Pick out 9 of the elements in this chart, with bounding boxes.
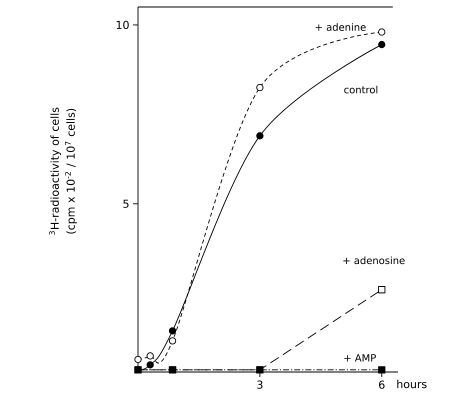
x-tick-label: 6 (379, 380, 385, 389)
x-axis-title: hours (397, 380, 427, 388)
text: + adenosine (343, 256, 405, 264)
series-label: + adenine (316, 23, 366, 31)
y-tick-label: 10 (116, 20, 129, 30)
series-label: + AMP (344, 354, 376, 362)
x-tick-label: 3 (257, 380, 262, 389)
y-tick-label: 5 (123, 200, 129, 208)
series-label: control (344, 86, 378, 94)
